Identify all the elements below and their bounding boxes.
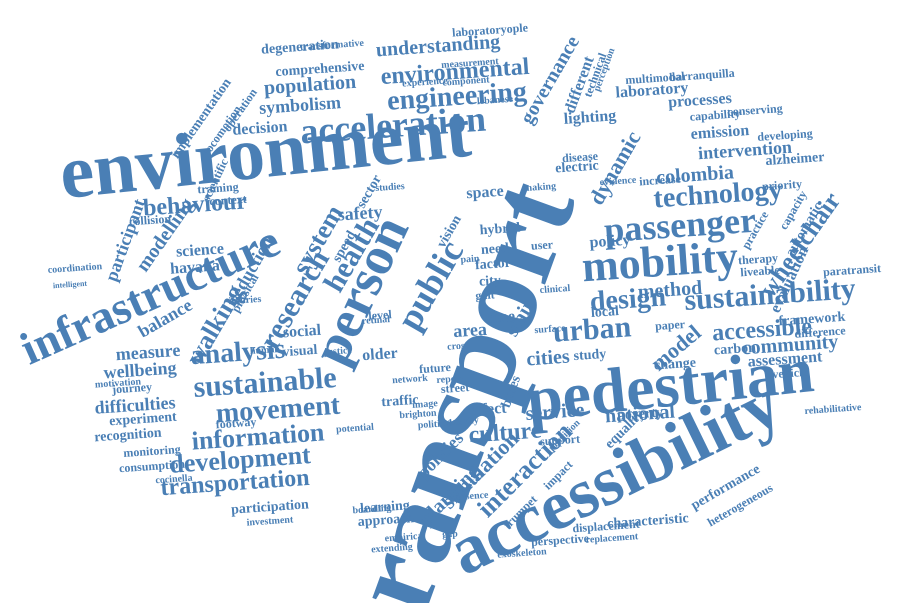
cloud-word: coordination [47,261,103,276]
cloud-word: social [282,321,322,342]
cloud-word: gait [474,287,496,303]
cloud-word: rehabilitative [804,402,862,417]
cloud-word: difference [794,323,846,341]
cloud-word: area [452,318,488,342]
cloud-word: paratransit [822,260,882,280]
cloud-word: report [436,373,464,386]
cloud-word: cross [446,340,470,353]
cloud-word: evidence [599,174,637,189]
cloud-word: justice [323,345,353,358]
cloud-word: developing [756,126,814,144]
cloud-word: user [530,237,554,253]
cloud-word: retinal [361,314,391,327]
cloud-word: older [361,344,399,365]
cloud-word: training [196,179,240,197]
cloud-word: investment [246,514,294,529]
cloud-word: vehicle [771,364,809,382]
cloud-word: clinical [539,282,571,297]
cloud-word: cities [525,345,571,371]
cloud-word: gap [441,528,459,541]
cloud-word: intelligent [52,278,88,291]
cloud-word: visual [281,342,318,361]
cloud-word: exoskeleton [496,546,548,561]
cloud-word: lighting [563,107,617,128]
cloud-word: collision [128,211,172,229]
cloud-word: science [175,240,225,261]
cloud-word: replacement [585,531,639,546]
cloud-word: characteristic [606,511,690,532]
cloud-word: potential [335,421,375,436]
cloud-word: laboratoryople [451,20,529,40]
cloud-word: paper [654,316,686,334]
cloud-word: studies [374,180,406,195]
cloud-word: priority [761,176,803,194]
cloud-word: capability [689,106,741,124]
cloud-word: participation [230,497,310,518]
cloud-word: liveable [739,262,781,280]
cloud-word: pain [460,253,480,266]
cloud-word: method [637,276,703,304]
cloud-word: space [465,182,505,203]
cloud-word: hybrid [479,220,521,239]
cloud-word: disease [561,148,599,166]
cloud-word: factor [474,255,512,274]
cloud-word: increase [638,171,682,189]
cloud-word: change [653,355,697,374]
cloud-word: local [590,304,620,321]
cloud-word: carbon [713,340,757,359]
cloud-word: image [411,398,439,411]
cloud-word: recognition [93,425,163,446]
cloud-word: human [249,343,281,358]
cloud-word: footway [215,414,257,432]
cloud-word: study [573,346,607,365]
cloud-word: time [484,307,516,328]
cloud-word: policy [588,231,631,252]
